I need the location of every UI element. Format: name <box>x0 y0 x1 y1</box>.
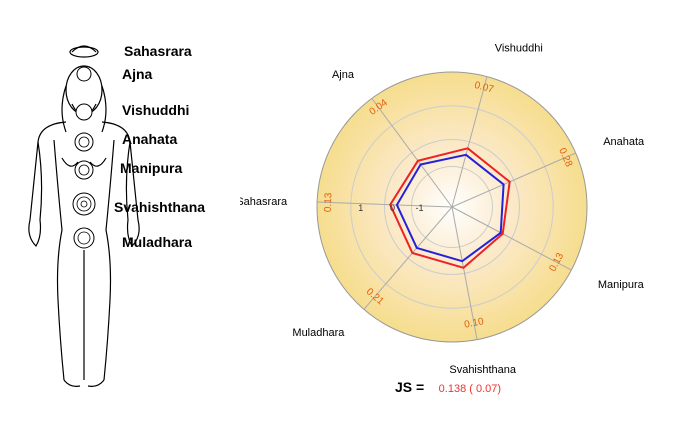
anahata-chakra-icon <box>74 132 94 152</box>
radar-spoke <box>371 98 453 208</box>
radar-spoke <box>317 201 453 208</box>
chakra-label-svahishthana: Svahishthana <box>114 199 206 215</box>
ajna-chakra-icon <box>76 66 92 82</box>
radar-series-0 <box>389 147 511 269</box>
axis-label: Manipura <box>598 279 645 291</box>
axis-label: Ajna <box>332 69 355 81</box>
js-score-label: JS = <box>395 379 425 395</box>
chakra-label-ajna: Ajna <box>122 66 153 82</box>
radar-series-1 <box>395 153 505 263</box>
radar-spoke <box>451 206 478 340</box>
human-figure-drawing <box>28 45 140 387</box>
radar-spoke <box>451 76 488 208</box>
chakra-label-vishuddhi: Vishuddhi <box>122 102 190 118</box>
radar-ring <box>350 105 554 309</box>
axis-label: Vishuddhi <box>495 43 543 55</box>
radar-spoke <box>451 152 576 208</box>
chakra-label-sahasrara: Sahasrara <box>124 43 192 59</box>
axis-label: Svahishthana <box>449 364 517 376</box>
axis-value-label: 0.07 <box>473 80 495 96</box>
axis-label: Muladhara <box>292 327 345 339</box>
radar-spoke <box>363 206 453 310</box>
axis-value-label: 0.13 <box>323 192 335 212</box>
ring-label: 0 <box>390 203 395 213</box>
chakra-label-anahata: Anahata <box>122 131 178 147</box>
radar-spoke <box>451 206 572 271</box>
radar-ring <box>411 166 493 248</box>
radar-ring <box>384 139 520 275</box>
js-score-value: 0.138 ( 0.07) <box>438 383 502 395</box>
ring-label: -1 <box>415 203 423 213</box>
chakra-body-figure: Sahasrara Ajna Vishuddhi Anahata Manipur… <box>0 0 240 400</box>
chakra-radar-chart: Vishuddhi Anahata Manipura Svahishthana Mula… <box>240 43 645 377</box>
axis-label: Sahasrara <box>240 196 288 208</box>
axis-label: Anahata <box>603 136 645 148</box>
chakra-label-manipura: Manipura <box>120 160 183 176</box>
vishuddhi-chakra-icon <box>75 103 93 121</box>
svahishthana-chakra-icon <box>72 192 96 216</box>
manipura-chakra-icon <box>74 160 94 180</box>
crown-lotus-icon <box>69 46 99 58</box>
muladhara-chakra-icon <box>73 227 95 249</box>
chakra-label-muladhara: Muladhara <box>122 234 193 250</box>
axis-value-label: 0.10 <box>463 316 485 331</box>
ring-label: 1 <box>358 203 363 213</box>
js-score: JS = 0.138 ( 0.07) <box>395 379 501 397</box>
